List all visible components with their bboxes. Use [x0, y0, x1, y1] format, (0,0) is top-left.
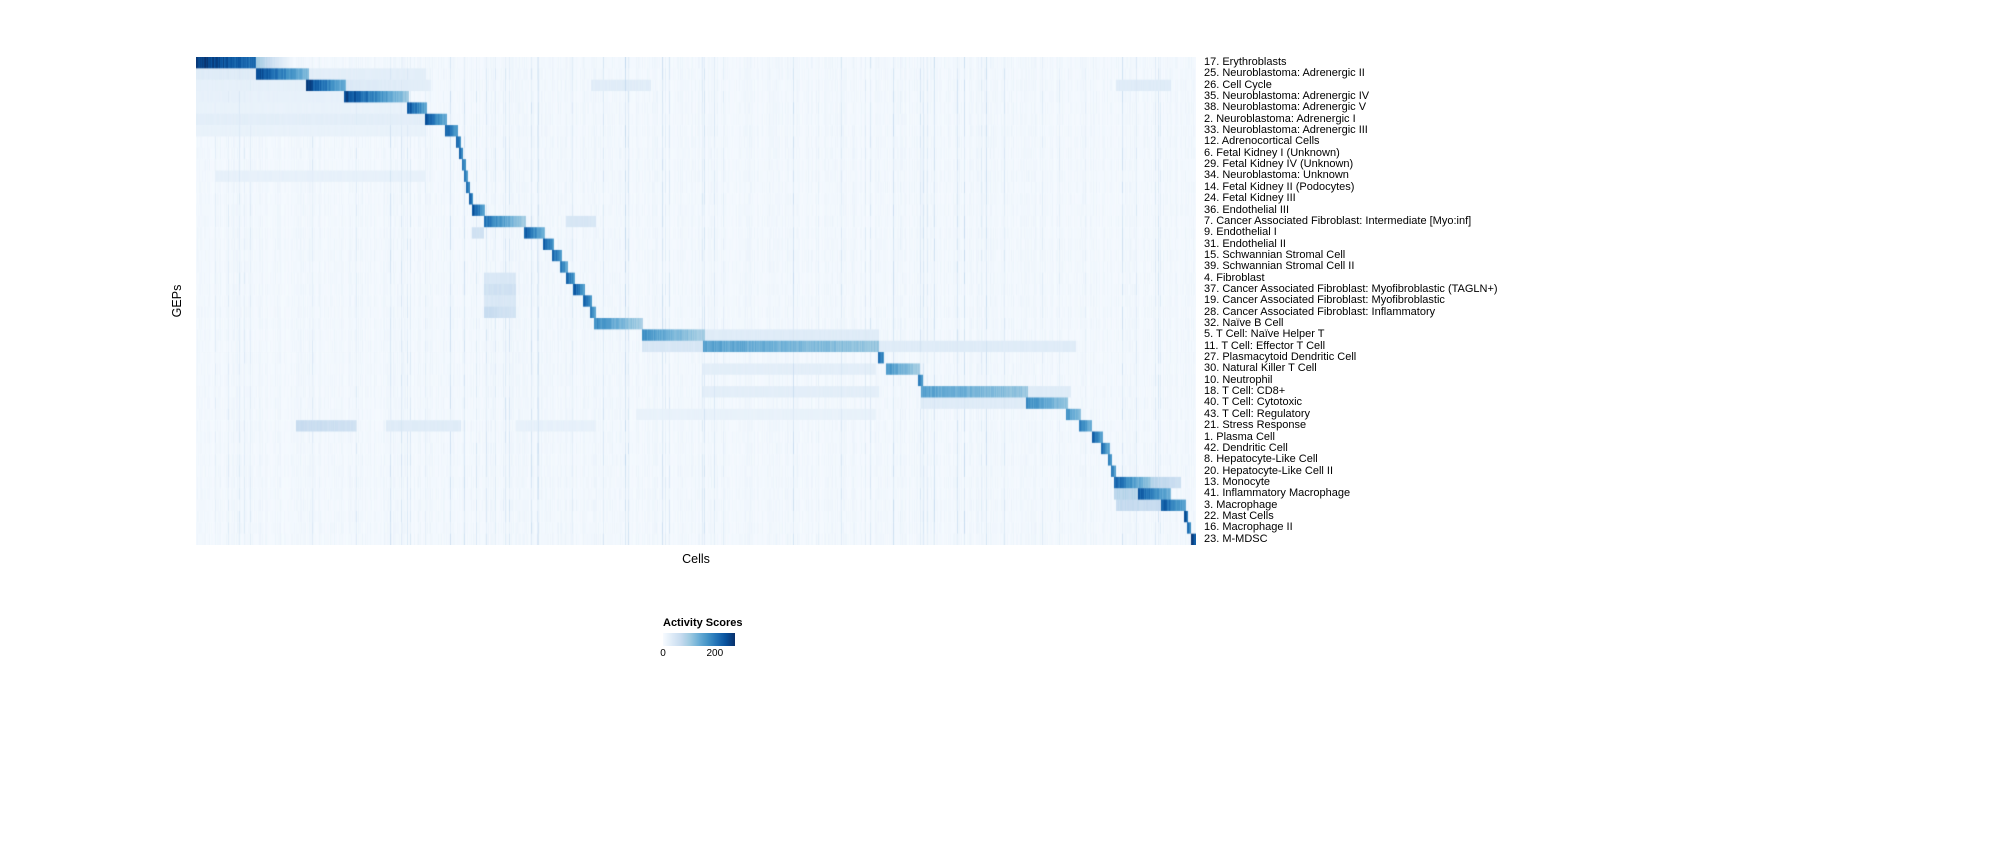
row-label: 43. T Cell: Regulatory: [1204, 407, 1310, 420]
row-label: 31. Endothelial II: [1204, 237, 1286, 250]
y-axis-label: GEPs: [170, 284, 184, 318]
row-label: 1. Plasma Cell: [1204, 430, 1275, 443]
row-label: 40. T Cell: Cytotoxic: [1204, 396, 1303, 409]
legend-ticks: 0 200: [660, 648, 735, 660]
x-axis-label: Cells: [682, 552, 710, 566]
row-label: 22. Mast Cells: [1204, 509, 1274, 522]
row-label: 21. Stress Response: [1204, 419, 1307, 432]
row-label: 42. Dendritic Cell: [1204, 441, 1288, 454]
row-label: 30. Natural Killer T Cell: [1204, 362, 1317, 375]
row-label: 27. Plasmacytoid Dendritic Cell: [1204, 351, 1357, 364]
row-label: 33. Neuroblastoma: Adrenergic III: [1204, 124, 1368, 137]
legend: Activity Scores 0 200: [660, 617, 783, 660]
row-label: 18. T Cell: CD8+: [1204, 385, 1286, 398]
row-label: 25. Neuroblastoma: Adrenergic II: [1204, 67, 1365, 80]
row-label: 17. Erythroblasts: [1204, 56, 1287, 68]
row-label: 11. T Cell: Effector T Cell: [1204, 339, 1326, 352]
row-label: 12. Adrenocortical Cells: [1204, 135, 1320, 148]
row-label: 36. Endothelial III: [1204, 203, 1290, 216]
legend-gradient-bar: [663, 633, 735, 646]
row-label: 24. Fetal Kidney III: [1204, 192, 1296, 205]
row-label: 20. Hepatocyte-Like Cell II: [1204, 464, 1334, 477]
row-label: 28. Cancer Associated Fibroblast: Inflam…: [1204, 305, 1436, 318]
row-label: 3. Macrophage: [1204, 498, 1278, 511]
row-label: 2. Neuroblastoma: Adrenergic I: [1204, 112, 1356, 125]
row-label: 38. Neuroblastoma: Adrenergic V: [1204, 101, 1367, 114]
row-label: 5. T Cell: Naïve Helper T: [1204, 328, 1325, 341]
row-label: 37. Cancer Associated Fibroblast: Myofib…: [1204, 282, 1498, 295]
row-label: 14. Fetal Kidney II (Podocytes): [1204, 180, 1355, 193]
row-label: 26. Cell Cycle: [1204, 78, 1272, 91]
row-label: 8. Hepatocyte-Like Cell: [1204, 453, 1318, 466]
row-labels: 17. Erythroblasts 25. Neuroblastoma: Adre…: [1204, 56, 1634, 545]
row-label: 41. Inflammatory Macrophage: [1204, 487, 1351, 500]
row-label: 39. Schwannian Stromal Cell II: [1204, 260, 1355, 273]
heatmap-canvas: [196, 57, 1196, 545]
row-label: 29. Fetal Kidney IV (Unknown): [1204, 158, 1354, 171]
row-label: 35. Neuroblastoma: Adrenergic IV: [1204, 90, 1370, 103]
row-label: 15. Schwannian Stromal Cell: [1204, 248, 1346, 261]
row-label: 32. Naïve B Cell: [1204, 317, 1284, 330]
row-label: 34. Neuroblastoma: Unknown: [1204, 169, 1349, 182]
legend-max-tick: 200: [706, 648, 724, 659]
row-label: 13. Monocyte: [1204, 475, 1271, 488]
row-label: 10. Neutrophil: [1204, 373, 1273, 386]
legend-title: Activity Scores: [663, 617, 743, 629]
row-label: 23. M-MDSC: [1204, 532, 1268, 545]
row-label: 6. Fetal Kidney I (Unknown): [1204, 146, 1340, 159]
row-label: 7. Cancer Associated Fibroblast: Interme…: [1204, 214, 1472, 227]
legend-min-tick: 0: [660, 648, 666, 659]
row-label: 4. Fibroblast: [1204, 271, 1265, 284]
row-label: 9. Endothelial I: [1204, 226, 1277, 239]
row-label: 16. Macrophage II: [1204, 521, 1293, 534]
row-label: 19. Cancer Associated Fibroblast: Myofib…: [1204, 294, 1445, 307]
